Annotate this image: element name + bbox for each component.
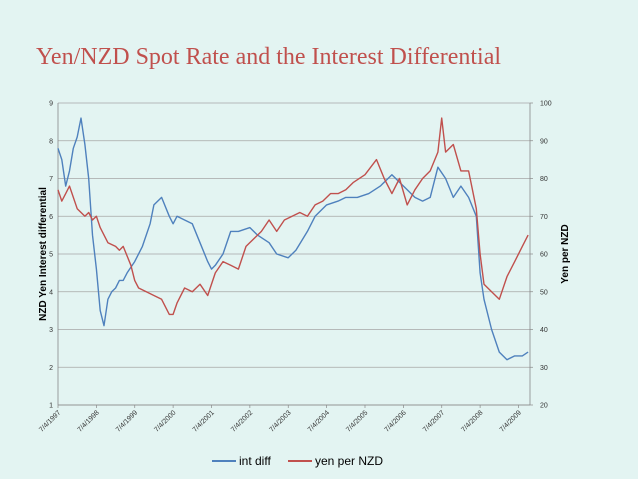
- x-tick-label: 7/4/2002: [230, 409, 254, 433]
- gridlines: [58, 102, 530, 406]
- x-tick-label: 7/4/2005: [345, 409, 369, 433]
- x-tick-label: 7/4/1997: [38, 409, 62, 433]
- x-tick-label: 7/4/2000: [153, 409, 177, 433]
- plot-axes: [57, 102, 533, 408]
- right-tick-label: 20: [540, 403, 548, 410]
- x-tick-label: 7/4/1999: [115, 409, 139, 433]
- x-tick-label: 7/4/2007: [422, 409, 446, 433]
- right-tick-label: 70: [540, 214, 548, 221]
- left-axis-title: NZD Yen Interest differential: [38, 187, 49, 321]
- left-tick-label: 7: [49, 176, 53, 183]
- left-tick-label: 1: [49, 403, 53, 410]
- right-tick-label: 60: [540, 252, 548, 259]
- right-tick-label: 50: [540, 289, 548, 296]
- legend-label-yen-per-nzd: yen per NZD: [315, 454, 383, 468]
- right-tick-label: 80: [540, 176, 548, 183]
- right-tick-label: 100: [540, 101, 552, 108]
- x-tick-label: 7/4/2001: [192, 409, 216, 433]
- x-tick-label: 7/4/2004: [307, 409, 331, 433]
- tick-labels: 1 2 3 4 5 6 7 8 9 20 30 40 50 60 70 80 90 100 7/4/1997 7/4/…: [38, 101, 552, 434]
- left-tick-label: 4: [49, 289, 53, 296]
- series-line-int-diff: [57, 117, 529, 361]
- left-tick-label: 9: [49, 101, 53, 108]
- legend-label-int-diff: int diff: [239, 454, 271, 468]
- left-tick-label: 2: [49, 365, 53, 372]
- x-tick-label: 7/4/2008: [460, 409, 484, 433]
- x-tick-label: 7/4/2009: [499, 409, 523, 433]
- series-line-yen-per-nzd: [57, 117, 529, 316]
- right-tick-label: 40: [540, 327, 548, 334]
- left-tick-label: 6: [49, 214, 53, 221]
- left-tick-label: 5: [49, 252, 53, 259]
- left-tick-label: 3: [49, 327, 53, 334]
- legend: int diff yen per NZD: [212, 454, 383, 468]
- right-tick-label: 30: [540, 365, 548, 372]
- slide-title: Yen/NZD Spot Rate and the Interest Diffe…: [36, 44, 502, 70]
- left-tick-label: 8: [49, 138, 53, 145]
- x-tick-label: 7/4/2003: [268, 409, 292, 433]
- right-tick-label: 90: [540, 138, 548, 145]
- right-axis-title: Yen per NZD: [560, 224, 571, 283]
- series-lines: [57, 117, 529, 361]
- x-tick-label: 7/4/1998: [77, 409, 101, 433]
- x-tick-label: 7/4/2006: [384, 409, 408, 433]
